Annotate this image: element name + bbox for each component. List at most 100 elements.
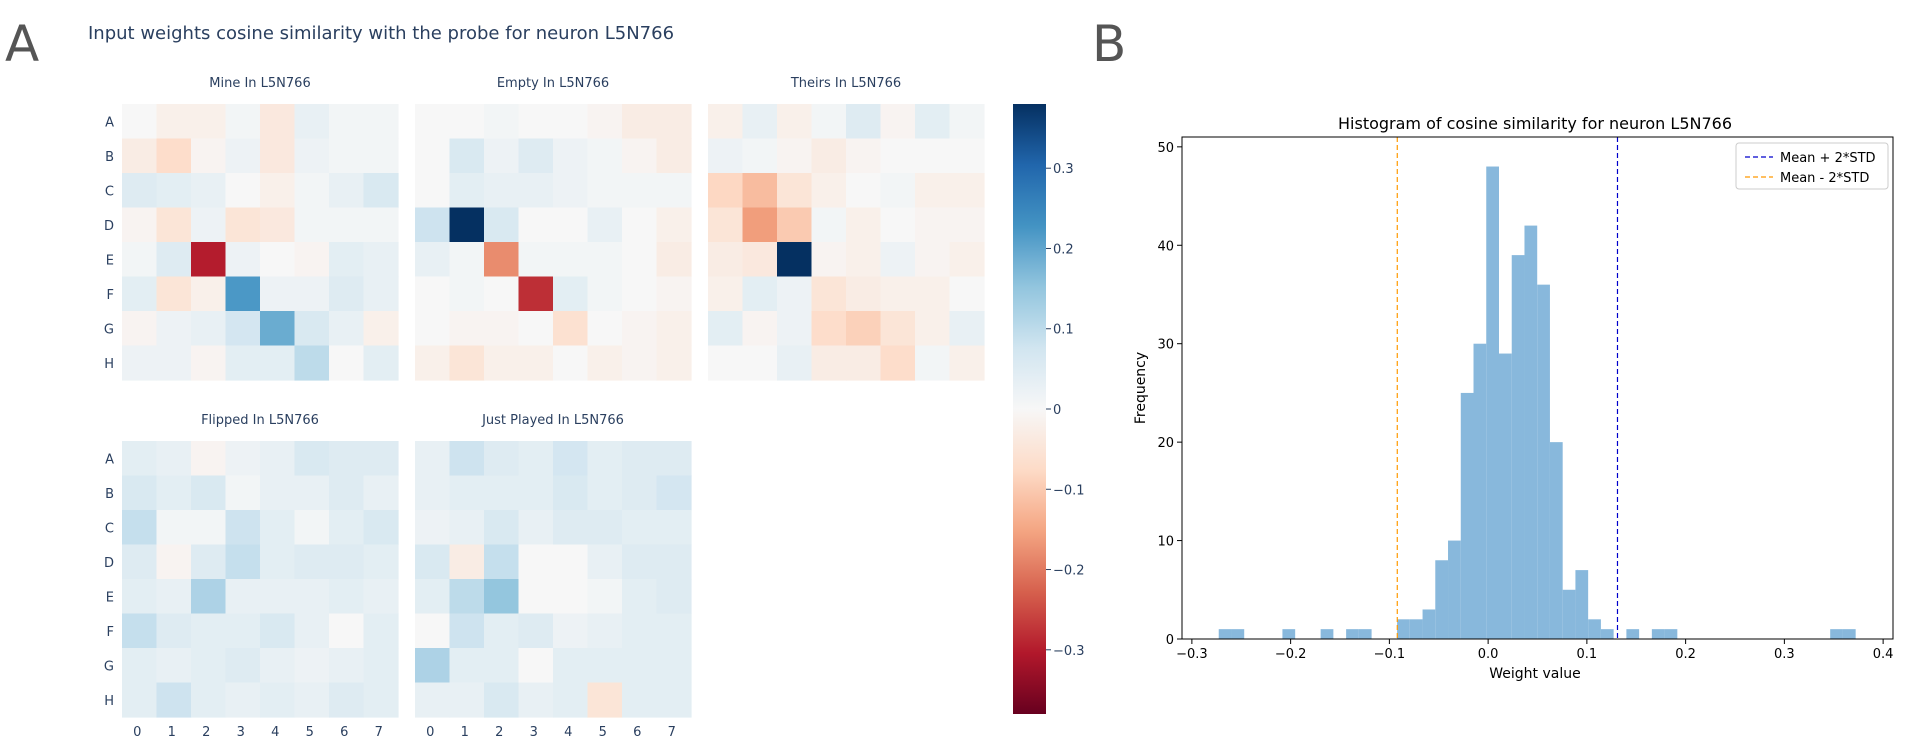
heatmap-cell bbox=[880, 276, 916, 312]
heatmap-cell bbox=[415, 579, 451, 615]
col-tick-label: 7 bbox=[375, 725, 383, 736]
heatmap-cell bbox=[191, 138, 227, 174]
heatmap-cell bbox=[294, 242, 330, 278]
histogram-bar bbox=[1422, 609, 1436, 639]
heatmap-cell bbox=[811, 173, 847, 209]
heatmap-cell bbox=[260, 544, 296, 580]
heatmap-cell bbox=[449, 311, 485, 347]
heatmap-cell bbox=[363, 138, 399, 174]
row-tick-label: H bbox=[104, 357, 114, 372]
heatmap-cell bbox=[484, 613, 520, 649]
heatmap-cell bbox=[587, 345, 623, 381]
heatmap-cell bbox=[484, 276, 520, 312]
heatmap-cell bbox=[363, 613, 399, 649]
heatmap-cell bbox=[622, 104, 658, 140]
heatmap-cell bbox=[484, 544, 520, 580]
heatmap-cell bbox=[742, 138, 778, 174]
heatmap-cell bbox=[122, 544, 158, 580]
heatmap-cell bbox=[656, 510, 692, 546]
heatmap-cell bbox=[329, 510, 365, 546]
heatmap-cell bbox=[363, 104, 399, 140]
heatmap-cell bbox=[915, 345, 951, 381]
heatmap-subtitle: Flipped In L5N766 bbox=[201, 413, 319, 428]
heatmap-cell bbox=[880, 311, 916, 347]
heatmap-cell bbox=[553, 510, 589, 546]
colorbar-tick-label: −0.3 bbox=[1053, 644, 1085, 659]
histogram-bar bbox=[1448, 540, 1461, 639]
heatmap-cell bbox=[449, 579, 485, 615]
y-tick-label: 20 bbox=[1157, 436, 1174, 451]
heatmap-cell bbox=[553, 613, 589, 649]
heatmap-cell bbox=[329, 242, 365, 278]
col-tick-label: 4 bbox=[564, 725, 572, 736]
colorbar-tick-label: −0.1 bbox=[1053, 483, 1085, 498]
heatmap-cell bbox=[449, 104, 485, 140]
heatmap-cell bbox=[484, 648, 520, 684]
heatmap-cell bbox=[225, 311, 261, 347]
heatmap-cell bbox=[449, 475, 485, 511]
heatmap-cell bbox=[156, 104, 192, 140]
x-tick-label: 0.2 bbox=[1675, 647, 1696, 662]
heatmap-cell bbox=[622, 579, 658, 615]
heatmap-cell bbox=[363, 276, 399, 312]
heatmap-cell bbox=[846, 138, 882, 174]
x-tick-label: −0.3 bbox=[1176, 647, 1208, 662]
row-tick-label: A bbox=[105, 452, 114, 467]
heatmap-cell bbox=[484, 510, 520, 546]
histogram-bar bbox=[1626, 629, 1640, 639]
heatmap-cell bbox=[622, 544, 658, 580]
heatmap-cell bbox=[587, 613, 623, 649]
heatmap-cell bbox=[708, 345, 744, 381]
histogram-bar bbox=[1562, 589, 1576, 639]
heatmap-cell bbox=[225, 613, 261, 649]
heatmap-cell bbox=[156, 475, 192, 511]
heatmap-cell bbox=[415, 104, 451, 140]
row-tick-label: F bbox=[107, 625, 114, 640]
heatmap-cell bbox=[415, 475, 451, 511]
heatmap-cell bbox=[553, 441, 589, 477]
heatmap-cell bbox=[122, 242, 158, 278]
heatmap-cell bbox=[329, 173, 365, 209]
heatmap-cell bbox=[363, 510, 399, 546]
histogram-plot: −0.3 −0.2 −0.1 0.0 0.1 0.2 0.3 0.4 0 10 20 30 40 50 Me… bbox=[1157, 136, 1894, 662]
heatmap-cell bbox=[656, 475, 692, 511]
heatmap-cell bbox=[587, 311, 623, 347]
heatmap-cell bbox=[622, 276, 658, 312]
heatmap-cell bbox=[260, 475, 296, 511]
histogram-bar bbox=[1537, 284, 1550, 639]
y-tick-label: 10 bbox=[1157, 535, 1174, 550]
heatmap-cell bbox=[329, 207, 365, 243]
heatmap-cell bbox=[777, 276, 813, 312]
legend-label: Mean + 2*STD bbox=[1780, 151, 1876, 166]
col-tick-label: 3 bbox=[530, 725, 538, 736]
histogram-xlabel: Weight value bbox=[1489, 666, 1580, 682]
heatmap-cell bbox=[656, 648, 692, 684]
histogram-bar bbox=[1498, 353, 1512, 639]
heatmap-cell bbox=[294, 475, 330, 511]
heatmap-cell bbox=[553, 311, 589, 347]
histogram-bar bbox=[1218, 629, 1232, 639]
heatmap-cell bbox=[225, 441, 261, 477]
heatmap-cell bbox=[622, 475, 658, 511]
colorbar-tick-label: 0 bbox=[1053, 403, 1061, 418]
heatmap-cell bbox=[329, 544, 365, 580]
heatmap-cell bbox=[260, 579, 296, 615]
col-tick-label: 5 bbox=[599, 725, 607, 736]
heatmap-cell bbox=[518, 207, 554, 243]
heatmap-cell bbox=[777, 104, 813, 140]
col-tick-label: 1 bbox=[461, 725, 469, 736]
heatmap-cell bbox=[656, 345, 692, 381]
heatmap-cell bbox=[949, 345, 985, 381]
heatmap-cell bbox=[449, 682, 485, 718]
heatmap-cell bbox=[484, 173, 520, 209]
heatmap-cell bbox=[191, 276, 227, 312]
heatmap-cell bbox=[294, 544, 330, 580]
panel-label-b: B bbox=[1092, 15, 1126, 73]
col-tick-label: 2 bbox=[202, 725, 210, 736]
row-tick-label: B bbox=[105, 150, 114, 165]
histogram-bar bbox=[1549, 442, 1563, 639]
heatmap-cell bbox=[915, 276, 951, 312]
heatmap-cell bbox=[518, 544, 554, 580]
heatmap-cell bbox=[846, 242, 882, 278]
x-tick-label: 0.4 bbox=[1873, 647, 1894, 662]
